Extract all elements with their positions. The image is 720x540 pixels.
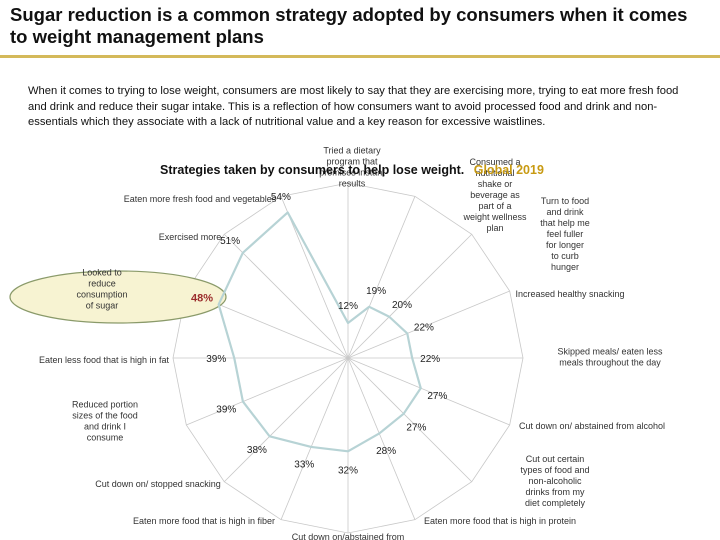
category-label: Cut down on/ stopped snacking	[95, 479, 221, 489]
value-label: 19%	[366, 286, 386, 297]
category-label: Eaten less food that is high in fat	[39, 355, 170, 365]
category-label: Cut down on/ abstained from alcohol	[519, 421, 665, 431]
category-label-line: nutritional	[475, 168, 514, 178]
category-label: Exercised more	[159, 232, 222, 242]
value-label: 32%	[338, 465, 358, 476]
chart-title-main: Strategies taken by consumers to help lo…	[160, 163, 464, 177]
value-label: 22%	[420, 354, 440, 365]
category-label-line: consumption	[76, 290, 127, 300]
category-label-line: of sugar	[86, 301, 119, 311]
category-label-line: reduce	[88, 279, 116, 289]
radar-spoke	[347, 357, 416, 520]
value-label: 12%	[338, 301, 358, 312]
value-label: 54%	[271, 192, 291, 203]
radar-spoke	[347, 233, 473, 359]
category-label: Eaten more food that is high in protein	[424, 516, 576, 526]
category-label-line: Increased healthy snacking	[515, 289, 624, 299]
label-layer: Tried a dietary program that promises inst…	[39, 146, 665, 540]
value-label: 33%	[294, 460, 314, 471]
category-label-line: Cut down on/abstained from	[292, 532, 405, 540]
value-label: 22%	[414, 323, 434, 334]
value-label: 51%	[220, 236, 240, 247]
radar-spoke	[223, 233, 349, 359]
category-label-line: Eaten more fresh food and vegetables	[124, 194, 277, 204]
category-label-line: Cut down on/ abstained from alcohol	[519, 421, 665, 431]
value-label: 39%	[216, 404, 236, 415]
category-label-line: Eaten more food that is high in protein	[424, 516, 576, 526]
value-label: 28%	[376, 446, 396, 457]
category-label-line: beverage as	[470, 190, 520, 200]
category-label-line: that help me	[540, 218, 590, 228]
category-label-line: types of food and	[520, 465, 589, 475]
radar-spoke	[347, 290, 510, 359]
category-label-line: Looked to	[82, 268, 122, 278]
category-label-line: program that	[326, 157, 378, 167]
radar-spoke	[186, 357, 349, 426]
value-label: 38%	[247, 445, 267, 456]
radar-grid	[172, 182, 524, 534]
category-label-line: weight wellness	[462, 212, 527, 222]
title-divider	[0, 55, 720, 58]
category-label-line: and drink	[546, 207, 584, 217]
radar-spoke	[280, 357, 349, 520]
category-label-line: and drink I	[84, 422, 126, 432]
category-label-line: Eaten more food that is high in fiber	[133, 516, 275, 526]
value-label: 39%	[206, 354, 226, 365]
category-label-line: consume	[87, 433, 124, 443]
category-label-line: Exercised more	[159, 232, 222, 242]
category-label: Eaten more food that is high in fiber	[133, 516, 275, 526]
highlight-layer	[9, 270, 227, 324]
category-label-line: part of a	[478, 201, 511, 211]
radar-spoke	[347, 357, 473, 483]
category-label-line: shake or	[478, 179, 513, 189]
intro-paragraph: When it comes to trying to lose weight, …	[28, 85, 679, 128]
radar-spoke	[347, 357, 510, 426]
radar-spoke	[280, 196, 349, 359]
category-label-line: plan	[486, 223, 503, 233]
category-label-line: Tried a dietary	[323, 146, 381, 156]
value-label: 48%	[191, 293, 213, 305]
category-label: Tried a dietary program that promises inst…	[319, 146, 385, 189]
category-label-line: drinks from my	[525, 487, 585, 497]
category-label-line: non-alcoholic	[528, 476, 582, 486]
category-label-line: meals throughout the day	[559, 358, 661, 368]
category-label: Cut out certain types of food and non-alco…	[520, 454, 589, 508]
category-label-line: for longer	[546, 240, 584, 250]
radar-spoke	[223, 357, 349, 483]
category-label: Reduced portion sizes of the food and drin…	[72, 400, 138, 443]
highlight-ellipse	[9, 270, 227, 324]
category-label-line: Cut out certain	[526, 454, 585, 464]
category-label: Cut down on/abstained from	[292, 532, 405, 540]
series-layer	[217, 211, 422, 453]
category-label-line: to curb	[551, 251, 579, 261]
category-label-line: Eaten less food that is high in fat	[39, 355, 170, 365]
category-label: Looked to reduce consumption of sugar	[76, 268, 127, 311]
category-label-line: diet completely	[525, 498, 586, 508]
category-label-line: promises instant	[319, 168, 385, 178]
category-label-line: Turn to food	[541, 196, 589, 206]
category-label-line: hunger	[551, 262, 579, 272]
category-label: Turn to food and drink that help me feel fu…	[540, 196, 590, 272]
category-label: Increased healthy snacking	[515, 289, 624, 299]
category-label-line: feel fuller	[547, 229, 584, 239]
category-label: Skipped meals/ eaten less meals throughou…	[557, 347, 663, 368]
chart-title-accent: Global 2019	[474, 163, 544, 177]
category-label-line: sizes of the food	[72, 411, 138, 421]
chart-title: Strategies taken by consumers to help lo…	[160, 163, 544, 177]
category-label-line: Reduced portion	[72, 400, 138, 410]
category-label-line: Cut down on/ stopped snacking	[95, 479, 221, 489]
value-label: 27%	[406, 422, 426, 433]
category-label: Eaten more fresh food and vegetables	[124, 194, 277, 204]
value-label: 20%	[392, 300, 412, 311]
category-label: Consumed a nutritional shake or beverage as…	[462, 157, 527, 233]
radar-spoke	[347, 196, 416, 359]
category-label-line: results	[339, 179, 366, 189]
page-title: Sugar reduction is a common strategy ado…	[10, 4, 688, 47]
series-line	[217, 211, 422, 453]
value-label: 27%	[427, 391, 447, 402]
category-label-line: Skipped meals/ eaten less	[557, 347, 663, 357]
category-label-line: Consumed a	[469, 157, 520, 167]
